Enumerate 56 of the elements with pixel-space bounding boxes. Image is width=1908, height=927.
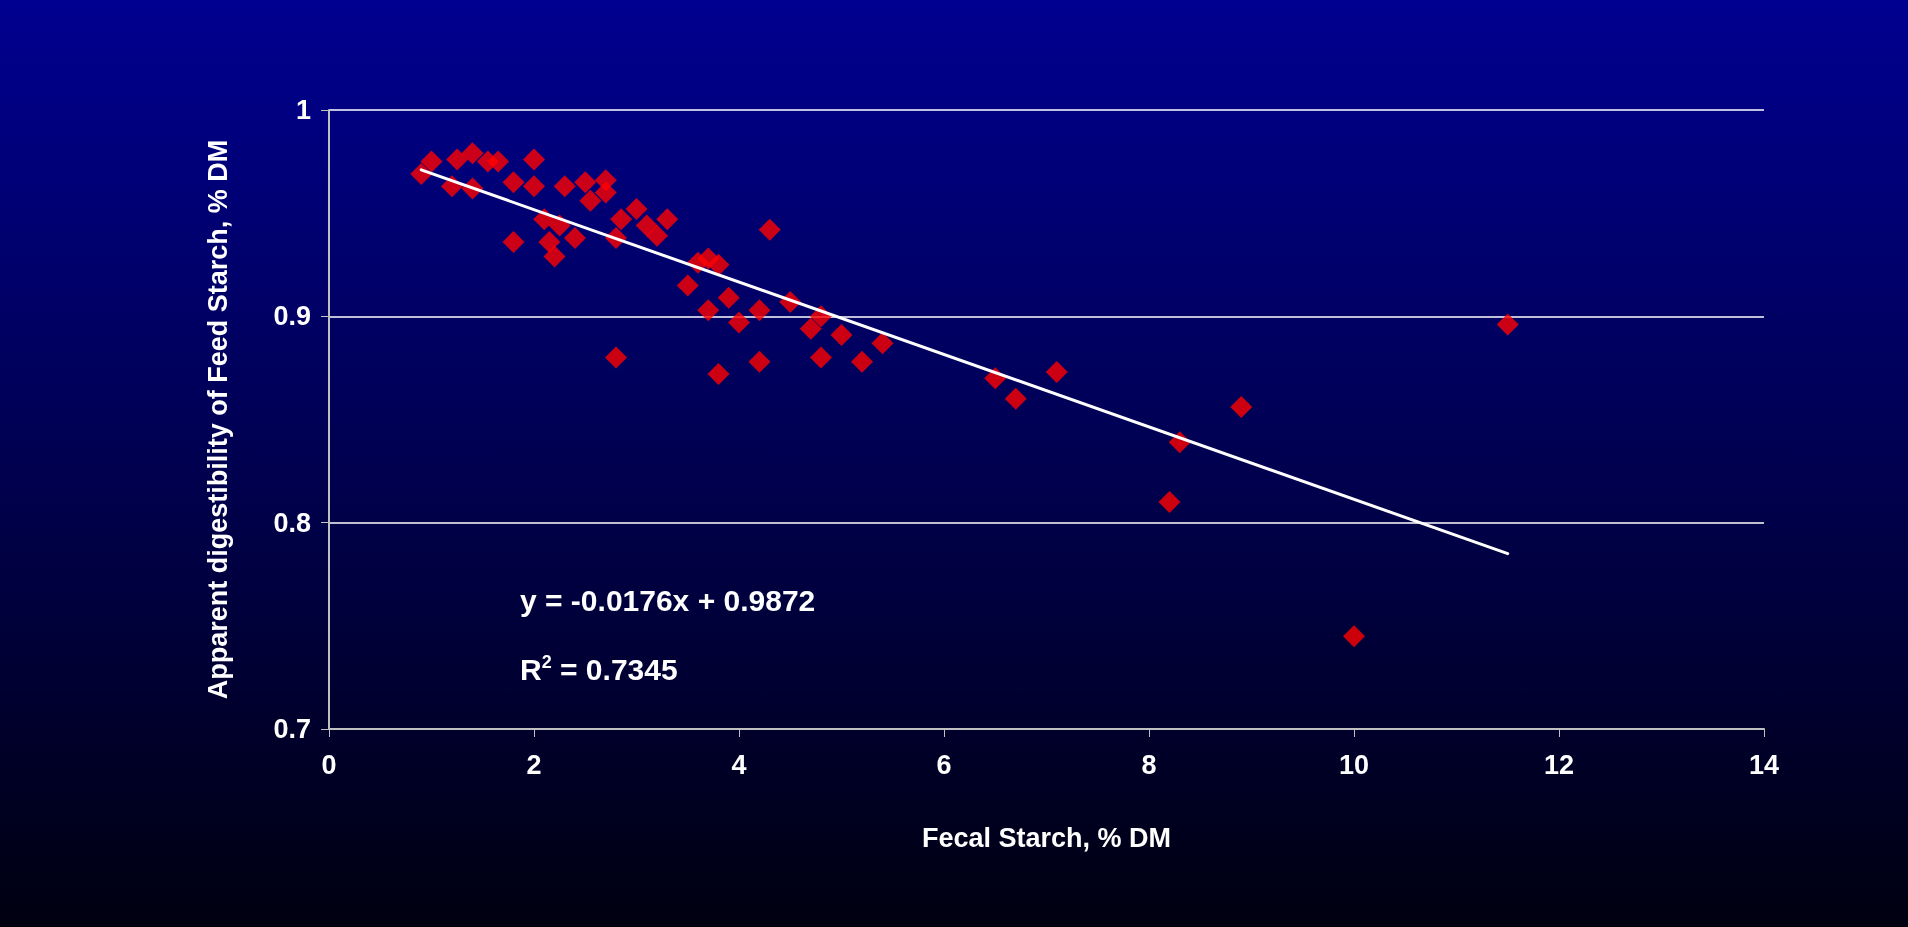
x-tick-label: 2: [526, 749, 542, 780]
point: [564, 226, 586, 249]
point: [538, 231, 561, 254]
point: [707, 363, 730, 386]
point: [799, 317, 822, 340]
point: [830, 323, 853, 346]
x-tick-label: 10: [1338, 749, 1370, 780]
point: [707, 253, 730, 276]
point: [1230, 396, 1253, 419]
x-tick-label: 14: [1748, 749, 1780, 780]
point: [1343, 625, 1365, 648]
point: [1496, 313, 1519, 336]
point: [748, 350, 771, 373]
x-tick-label: 12: [1543, 749, 1575, 780]
point: [523, 175, 545, 198]
point: [676, 274, 699, 297]
point: [543, 245, 566, 268]
point: [656, 208, 679, 231]
point: [461, 142, 484, 165]
point: [728, 311, 750, 334]
x-tick-label: 4: [731, 749, 747, 780]
y-tick-label: 0.7: [273, 714, 311, 744]
point: [502, 231, 525, 254]
x-tick-label: 0: [321, 749, 337, 780]
point: [625, 198, 648, 221]
point: [487, 150, 510, 173]
x-axis-title: Fecal Starch, % DM: [921, 822, 1172, 853]
point: [635, 214, 658, 237]
point: [574, 171, 597, 194]
point: [579, 189, 602, 212]
point: [758, 218, 781, 241]
x-tick-label: 6: [936, 749, 952, 780]
point: [871, 332, 894, 355]
x-tick-label: 8: [1141, 749, 1157, 780]
point: [523, 148, 545, 171]
point: [610, 208, 633, 231]
point: [594, 181, 617, 204]
annotation: y = -0.0176x + 0.9872: [520, 583, 816, 617]
point: [646, 224, 668, 247]
point: [502, 171, 525, 194]
y-axis-title: Apparent digestibility of Feed Starch, % DM: [203, 139, 233, 700]
point: [446, 148, 469, 171]
point: [851, 350, 873, 373]
point: [605, 346, 627, 369]
y-tick-label: 1: [295, 95, 311, 125]
y-tick-label: 0.9: [273, 301, 311, 332]
point: [1158, 491, 1181, 514]
point: [748, 299, 771, 322]
point: [553, 175, 576, 198]
point: [810, 346, 832, 369]
point: [697, 299, 720, 322]
y-tick-label: 0.8: [273, 507, 311, 538]
point: [1045, 361, 1068, 384]
point: [717, 286, 740, 309]
point: [1004, 387, 1027, 410]
point: [420, 150, 443, 173]
